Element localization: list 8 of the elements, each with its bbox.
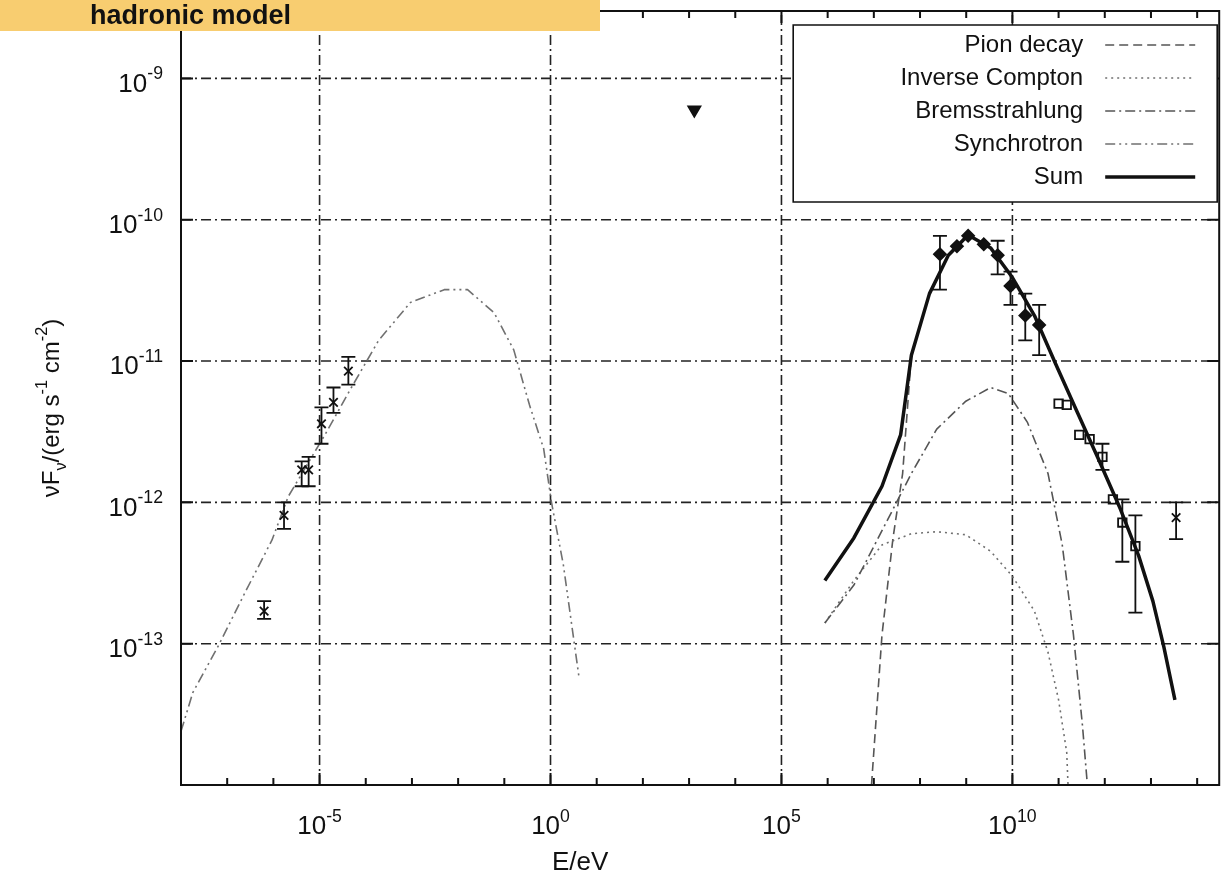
legend-label: Sum xyxy=(1033,161,1084,189)
chart-title: hadronic model xyxy=(89,0,292,31)
x-axis-title: E/eV xyxy=(551,846,609,877)
legend-label: Inverse Compton xyxy=(900,62,1084,90)
legend-label: Pion decay xyxy=(964,29,1084,57)
legend-label: Synchrotron xyxy=(953,128,1084,156)
y-axis-title: νFν/(erg s-1 cm-2) xyxy=(32,318,69,498)
legend-label: Bremsstrahlung xyxy=(915,95,1084,123)
